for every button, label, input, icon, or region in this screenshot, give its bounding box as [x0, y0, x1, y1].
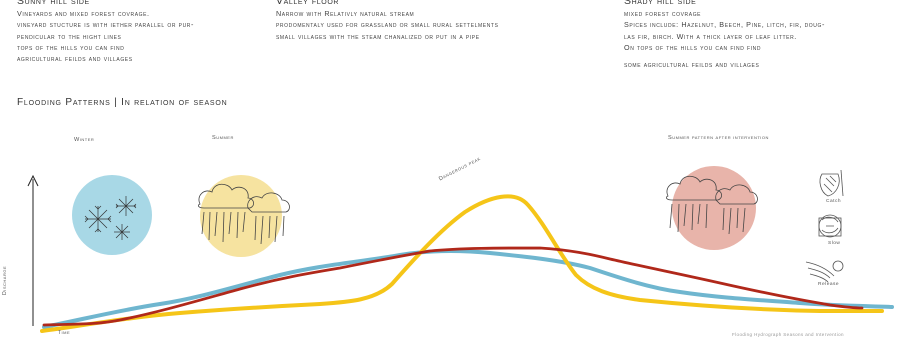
discharge-axis-label: Discharge — [2, 265, 8, 295]
shady-line: las fir, birch. With a thick layer of le… — [624, 31, 797, 41]
yellow-line-summer — [40, 194, 884, 333]
sunny-line: vineyard stucture is with iether paralle… — [17, 20, 194, 30]
shady-hill-side-title: Shady hill side — [624, 0, 697, 7]
valley-floor-title: Valley floor — [276, 0, 340, 7]
time-axis-label: Time — [58, 330, 71, 336]
slow-label: Slow — [828, 241, 841, 246]
shady-line: mixed forest covrage — [624, 9, 702, 18]
sunny-line: Vineyards and mixed forest covrage. — [17, 9, 150, 18]
shady-line: some agricultural feilds and villages — [624, 60, 760, 70]
shady-line: On tops of the hills you can find find — [624, 42, 762, 52]
valley-floor-text: Valley floor Narrow with Relativly natur… — [276, 0, 586, 42]
winter-circle — [72, 175, 152, 255]
blue-line-winter — [42, 248, 894, 329]
shady-line: Spices include: Hazelnut, Beech, Pine, l… — [624, 20, 825, 30]
after-intervention-circle — [672, 166, 756, 250]
snowflake-icon — [84, 196, 137, 240]
footer-caption: Flooding Hydrograph Seasons and Interven… — [732, 332, 844, 337]
diagram-title: Flooding Patterns | In relation of seaso… — [17, 97, 228, 108]
release-icon — [805, 260, 844, 283]
sunny-hill-side-text: Sunny hill side Vineyards and mixed fore… — [17, 0, 257, 64]
valley-line: prodomentaly used for grassland or small… — [276, 20, 499, 30]
sunny-line: pendicular to the hight lines — [17, 31, 122, 41]
sunny-hill-side-title: Sunny hill side — [17, 0, 90, 7]
catch-label: Catch — [826, 199, 842, 204]
axis-arrowhead — [27, 174, 39, 187]
release-label: Release — [818, 282, 840, 287]
summer-label: Summer — [212, 135, 234, 141]
slow-icon — [818, 214, 842, 238]
valley-line: Narrow with Relativly natural stream — [276, 9, 415, 18]
catch-icon — [819, 169, 844, 197]
rain-cloud-icon — [665, 175, 758, 235]
red-line-after — [42, 246, 864, 327]
sunny-line: agricultural feilds and villages — [17, 54, 133, 64]
rain-cloud-icon — [197, 183, 290, 245]
shady-hill-side-text: Shady hill side mixed forest covrage Spi… — [624, 0, 904, 70]
after-intervention-label: Summer pattern after intervention — [668, 135, 769, 141]
winter-label: Winter — [74, 137, 95, 143]
sunny-line: tops of the hills you can find — [17, 42, 125, 52]
valley-line: small villages with the steam chanalized… — [276, 31, 480, 41]
